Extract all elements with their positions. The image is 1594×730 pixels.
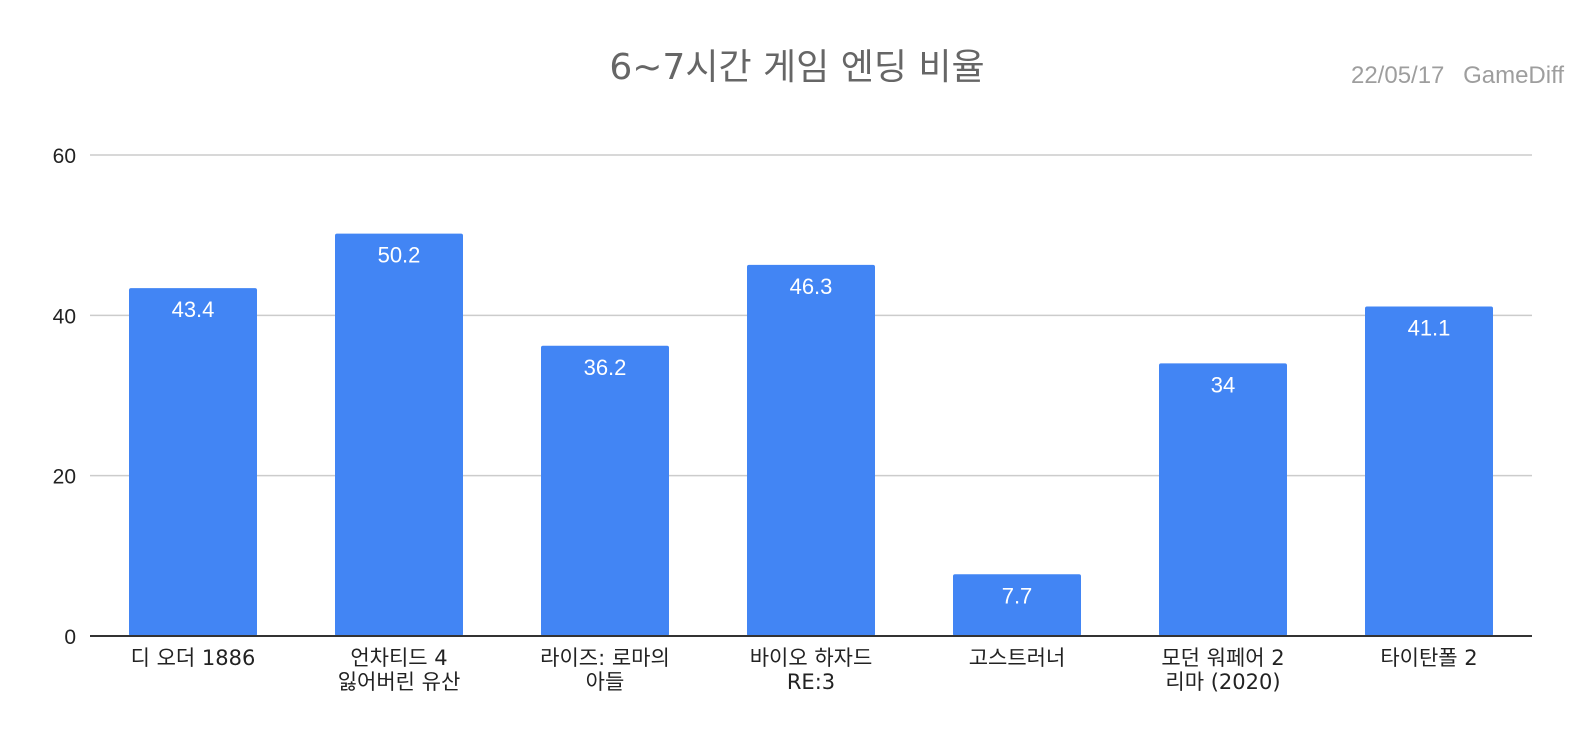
x-tick-label: 바이오 하자드 RE:3	[750, 646, 873, 694]
y-tick-label: 20	[53, 466, 76, 489]
bar-value-label: 7.7	[1002, 583, 1033, 608]
bar	[747, 264, 875, 636]
chart-meta: 22/05/17 GameDiff	[1351, 62, 1564, 90]
bar-value-label: 50.2	[378, 243, 421, 268]
bars: 43.4 50.2 36.2 46.3 7.7 34 41.1	[129, 233, 1493, 636]
bar	[335, 233, 463, 636]
x-tick-label: 고스트러너	[969, 646, 1066, 670]
x-tick-label: 타이탄폴 2	[1380, 646, 1477, 670]
bar-value-label: 34	[1211, 372, 1235, 397]
bar-value-label: 46.3	[790, 274, 833, 299]
chart-title: 6~7시간 게임 엔딩 비율	[609, 47, 985, 88]
chart-date: 22/05/17	[1350, 62, 1445, 89]
bar	[953, 574, 1081, 636]
bar-value-label: 43.4	[172, 297, 215, 322]
bar	[129, 288, 257, 636]
bar	[1365, 306, 1493, 636]
bar-value-label: 41.1	[1408, 316, 1451, 341]
bar-value-label: 36.2	[584, 355, 627, 380]
y-tick-label: 40	[53, 305, 76, 328]
x-tick-label: 라이즈: 로마의 아들	[540, 646, 670, 694]
y-axis: 0 20 40 60	[53, 145, 76, 649]
bar	[1159, 363, 1287, 636]
x-tick-label: 모던 워페어 2 리마 (2020)	[1161, 646, 1284, 694]
x-tick-label: 디 오더 1886	[131, 646, 256, 670]
x-tick-label: 언차티드 4 잃어버린 유산	[338, 646, 461, 694]
bar	[541, 345, 669, 636]
chart-source: GameDiff	[1463, 62, 1564, 89]
y-tick-label: 60	[53, 145, 76, 168]
x-axis: 디 오더 1886 언차티드 4 잃어버린 유산 라이즈: 로마의 아들 바이오 하자드 R…	[90, 635, 1532, 694]
y-tick-label: 0	[64, 626, 76, 649]
